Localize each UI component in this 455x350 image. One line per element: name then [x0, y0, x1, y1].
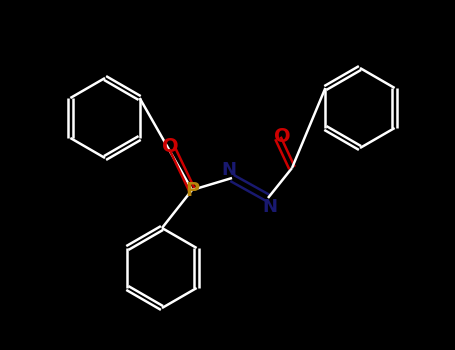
Text: O: O	[162, 136, 178, 155]
Text: O: O	[274, 126, 290, 146]
Text: P: P	[185, 181, 199, 199]
Text: N: N	[263, 198, 278, 216]
Text: N: N	[222, 161, 237, 179]
